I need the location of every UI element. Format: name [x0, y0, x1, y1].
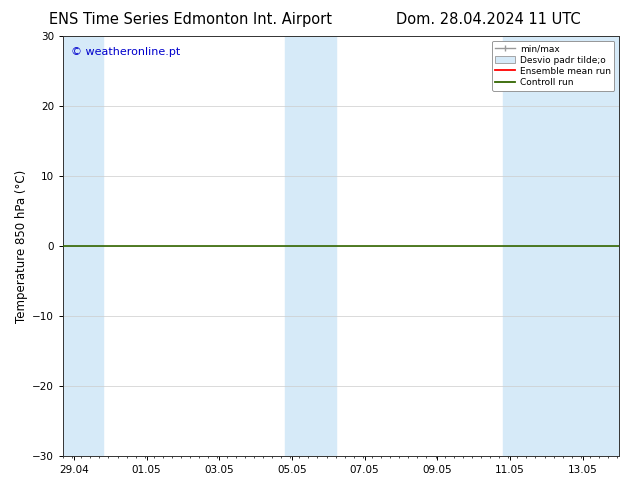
- Text: ENS Time Series Edmonton Int. Airport: ENS Time Series Edmonton Int. Airport: [49, 12, 332, 27]
- Bar: [503, 36, 619, 456]
- Legend: min/max, Desvio padr tilde;o, Ensemble mean run, Controll run: min/max, Desvio padr tilde;o, Ensemble m…: [492, 41, 614, 91]
- Bar: [63, 36, 103, 456]
- Bar: [285, 36, 335, 456]
- Text: © weatheronline.pt: © weatheronline.pt: [72, 47, 181, 57]
- Y-axis label: Temperature 850 hPa (°C): Temperature 850 hPa (°C): [15, 170, 28, 323]
- Text: Dom. 28.04.2024 11 UTC: Dom. 28.04.2024 11 UTC: [396, 12, 581, 27]
